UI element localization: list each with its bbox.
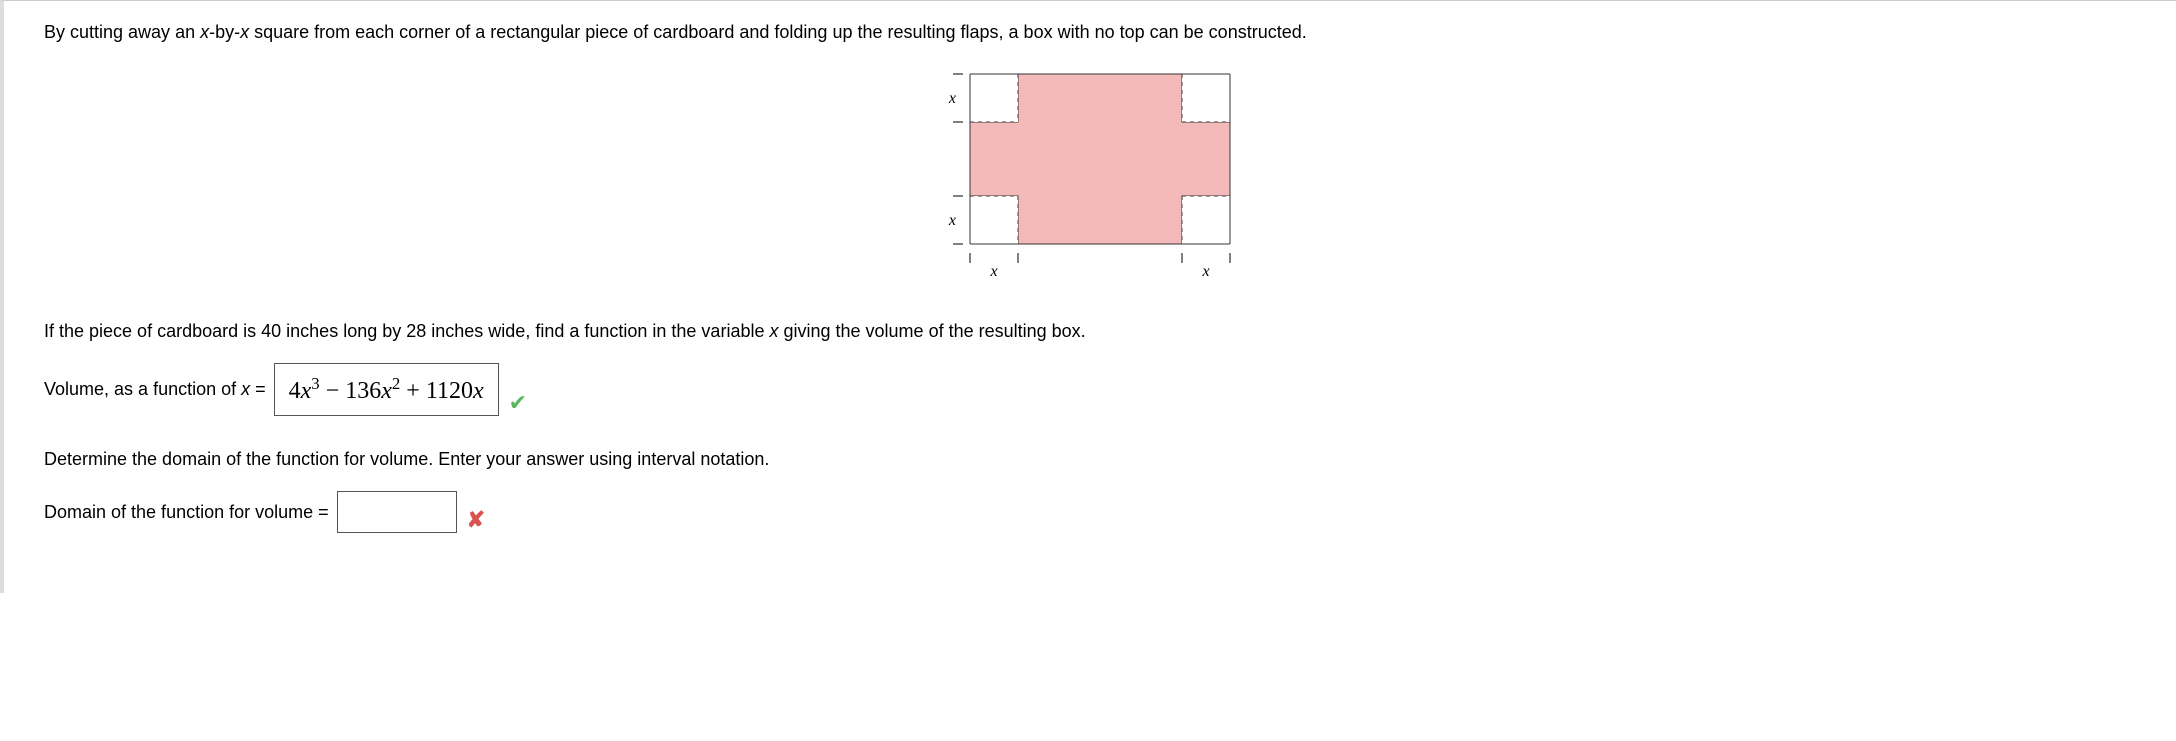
q-mid1: inches long by [281,321,406,341]
volume-label: Volume, as a function of x = [44,379,266,400]
intro-var1: x [200,22,209,42]
domain-prompt: Determine the domain of the function for… [44,446,2136,473]
svg-text:x: x [1201,263,1209,280]
svg-text:x: x [948,90,956,107]
domain-label: Domain of the function for volume = [44,502,329,523]
q-wid: 28 [406,321,426,341]
volume-answer-row: Volume, as a function of x = 4x3 − 136x2… [44,363,2136,416]
vol-label-var: x [241,379,250,399]
svg-text:x: x [989,263,997,280]
vol-label-post: = [250,379,266,399]
correct-icon: ✔ [509,390,527,416]
volume-answer-value: 4x3 − 136x2 + 1120x [289,374,484,405]
domain-answer-input[interactable] [337,491,457,533]
question-text: If the piece of cardboard is 40 inches l… [44,318,2136,345]
q-mid2: inches wide, find a function in the vari… [426,321,769,341]
q-len: 40 [261,321,281,341]
q-pre: If the piece of cardboard is [44,321,261,341]
intro-mid2: square from each corner of a rectangular… [249,22,1307,42]
intro-pre: By cutting away an [44,22,200,42]
svg-text:x: x [948,212,956,229]
box-figure: x x x x [44,64,2136,294]
intro-var2: x [240,22,249,42]
intro-mid1: -by- [209,22,240,42]
intro-text: By cutting away an x-by-x square from ea… [44,19,2136,46]
vol-label-pre: Volume, as a function of [44,379,241,399]
incorrect-icon: ✘ [467,507,485,533]
q-post: giving the volume of the resulting box. [778,321,1085,341]
volume-answer-input[interactable]: 4x3 − 136x2 + 1120x [274,363,499,416]
domain-answer-row: Domain of the function for volume = ✘ [44,491,2136,533]
box-svg: x x x x [910,64,1270,294]
